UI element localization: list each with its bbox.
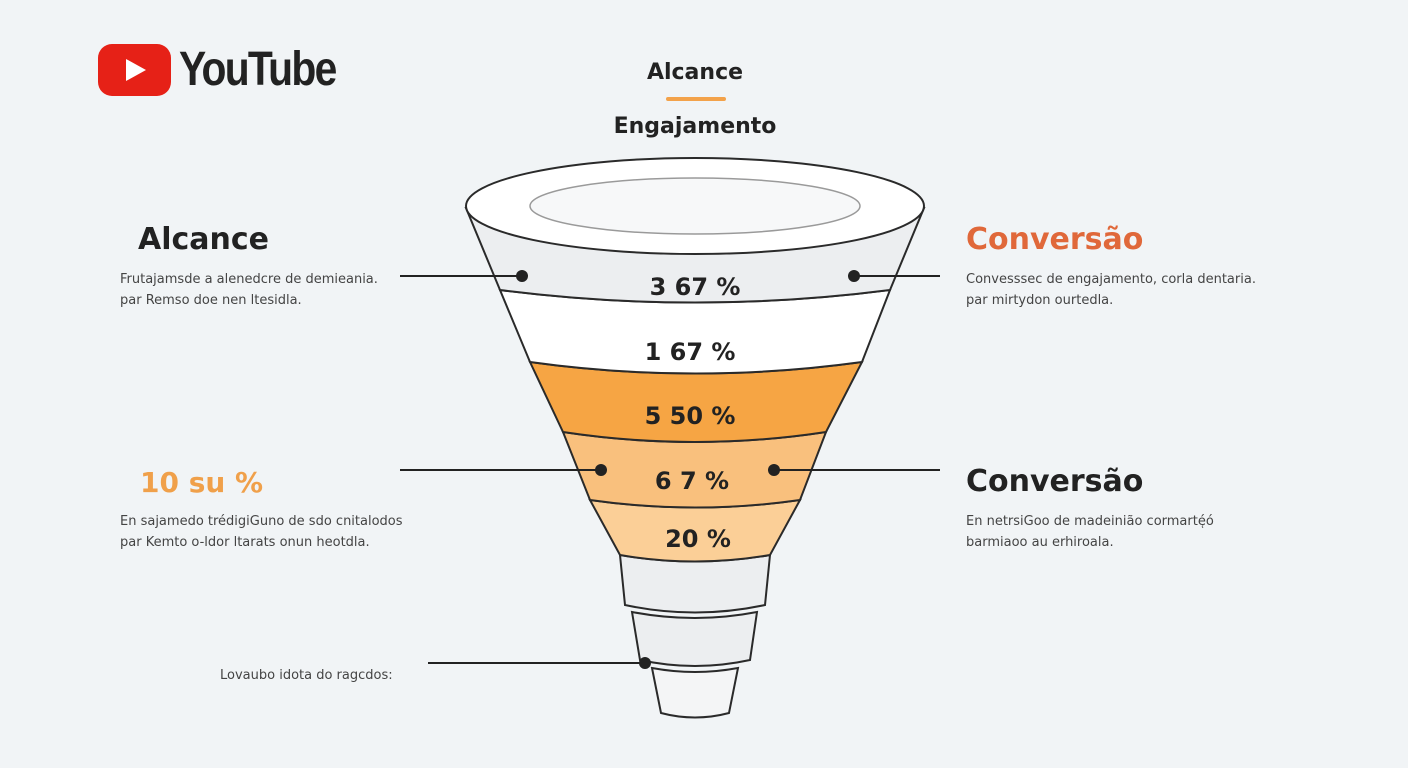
funnel-band-6 xyxy=(618,553,772,614)
funnel-label-3: 5 50 % xyxy=(645,402,736,430)
right-heading-conversao-1: Conversão xyxy=(966,222,1144,257)
top-title: Alcance xyxy=(646,60,744,85)
bottom-label: Lovaubo idota do ragcdos: xyxy=(220,668,393,683)
desc-line: Convesssec de engajamento, corla dentari… xyxy=(966,272,1256,287)
desc-line: Frutajamsde a alenedcre de demieania. xyxy=(120,272,378,287)
left-heading-alcance: Alcance xyxy=(138,222,270,257)
desc-line: barmiaoo au erhiroala. xyxy=(966,535,1114,550)
left-desc-1: Frutajamsde a alenedcre de demieania. pa… xyxy=(120,269,378,311)
right-desc-1: Convesssec de engajamento, corla dentari… xyxy=(966,269,1256,311)
right-desc-2: En netrsiGoo de madeinião cormarté̜ó bar… xyxy=(966,511,1214,553)
funnel-label-4: 6 7 % xyxy=(655,467,729,495)
title-underline xyxy=(666,97,726,101)
youtube-logo: YouTube xyxy=(98,42,363,97)
funnel-band-8 xyxy=(650,666,740,719)
desc-line: par Kemto o-ldor ltarats onun heotdla. xyxy=(120,535,370,550)
top-subtitle: Engajamento xyxy=(613,114,777,139)
right-heading-conversao-2: Conversão xyxy=(966,464,1144,499)
youtube-play-icon xyxy=(98,43,171,96)
desc-line: En sajamedo trédigiGuno de sdo cnitalodo… xyxy=(120,514,403,529)
funnel-label-2: 1 67 % xyxy=(645,338,736,366)
left-desc-2: En sajamedo trédigiGuno de sdo cnitalodo… xyxy=(120,511,403,553)
funnel-label-5: 20 % xyxy=(665,525,731,553)
funnel-top-inner xyxy=(529,177,861,235)
connector-dot xyxy=(595,464,607,476)
left-heading-pct: 10 su % xyxy=(140,466,264,499)
desc-line: En netrsiGoo de madeinião cormarté̜ó xyxy=(966,514,1214,529)
connector-dot xyxy=(768,464,780,476)
desc-line: par mirtydon ourtedla. xyxy=(966,293,1114,308)
connector-dot xyxy=(848,270,860,282)
funnel-band-7 xyxy=(630,610,759,667)
desc-line: par Remso doe nen ltesidla. xyxy=(120,293,302,308)
connector-dot xyxy=(639,657,651,669)
connector-dot xyxy=(516,270,528,282)
funnel-label-1: 3 67 % xyxy=(650,273,741,301)
logo-text: YouTube xyxy=(179,43,337,96)
